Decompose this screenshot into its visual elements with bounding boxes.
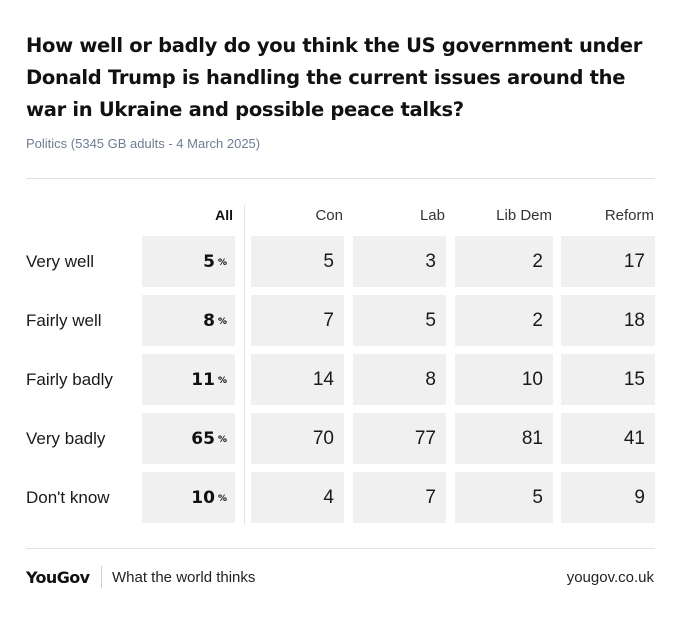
percent-sign: % xyxy=(217,376,227,386)
table-cell: 7 xyxy=(353,472,446,523)
table-cell: 7 xyxy=(251,295,344,346)
bottom-divider xyxy=(26,548,655,549)
row-label: Fairly well xyxy=(26,311,102,330)
table-cell: 11% xyxy=(142,354,235,405)
column-header-lib-dem: Lib Dem xyxy=(496,207,552,224)
table-cell: 4 xyxy=(251,472,344,523)
table-cell: 8 xyxy=(353,354,446,405)
footer-tagline: What the world thinks xyxy=(112,569,256,586)
footer-url-link[interactable]: yougov.co.uk xyxy=(566,569,654,586)
table-cell: 81 xyxy=(455,413,553,464)
table-cell: 17 xyxy=(561,236,655,287)
table-cell: 10% xyxy=(142,472,235,523)
table-cell: 2 xyxy=(455,236,553,287)
table-cell: 77 xyxy=(353,413,446,464)
row-label: Very well xyxy=(26,252,95,271)
table-cell: 18 xyxy=(561,295,655,346)
table-cell: 5 xyxy=(455,472,553,523)
table-cell: 70 xyxy=(251,413,344,464)
percent-sign: % xyxy=(217,435,227,445)
chart-subtitle: Politics (5345 GB adults - 4 March 2025) xyxy=(26,136,261,151)
table-cell: 5% xyxy=(142,236,235,287)
table-cell: 5 xyxy=(251,236,344,287)
table-cell: 5 xyxy=(353,295,446,346)
table-cell: 9 xyxy=(561,472,655,523)
table-cell: 8% xyxy=(142,295,235,346)
yougov-logo[interactable]: YouGov xyxy=(26,568,90,587)
percent-sign: % xyxy=(217,258,227,268)
column-header-lab: Lab xyxy=(419,207,445,224)
row-label: Fairly badly xyxy=(26,370,113,389)
all-value: 11 xyxy=(191,370,215,390)
table-cell: 10 xyxy=(455,354,553,405)
all-value: 5 xyxy=(203,252,215,272)
table-cell: 15 xyxy=(561,354,655,405)
all-value: 65 xyxy=(191,429,215,449)
table-cell: 65% xyxy=(142,413,235,464)
row-label: Very badly xyxy=(26,429,106,448)
all-value: 10 xyxy=(191,488,215,508)
table-cell: 3 xyxy=(353,236,446,287)
percent-sign: % xyxy=(217,494,227,504)
row-label: Don't know xyxy=(26,488,110,507)
table-cell: 14 xyxy=(251,354,344,405)
table-cell: 41 xyxy=(561,413,655,464)
top-divider xyxy=(26,178,655,179)
table-cell: 2 xyxy=(455,295,553,346)
column-header-con: Con xyxy=(315,207,343,224)
all-value: 8 xyxy=(203,311,215,331)
all-column-divider xyxy=(244,205,245,525)
column-header-reform: Reform xyxy=(604,207,654,224)
footer-separator xyxy=(101,566,102,588)
percent-sign: % xyxy=(217,317,227,327)
chart-title: How well or badly do you think the US go… xyxy=(26,34,643,121)
column-header-all: All xyxy=(215,207,233,223)
